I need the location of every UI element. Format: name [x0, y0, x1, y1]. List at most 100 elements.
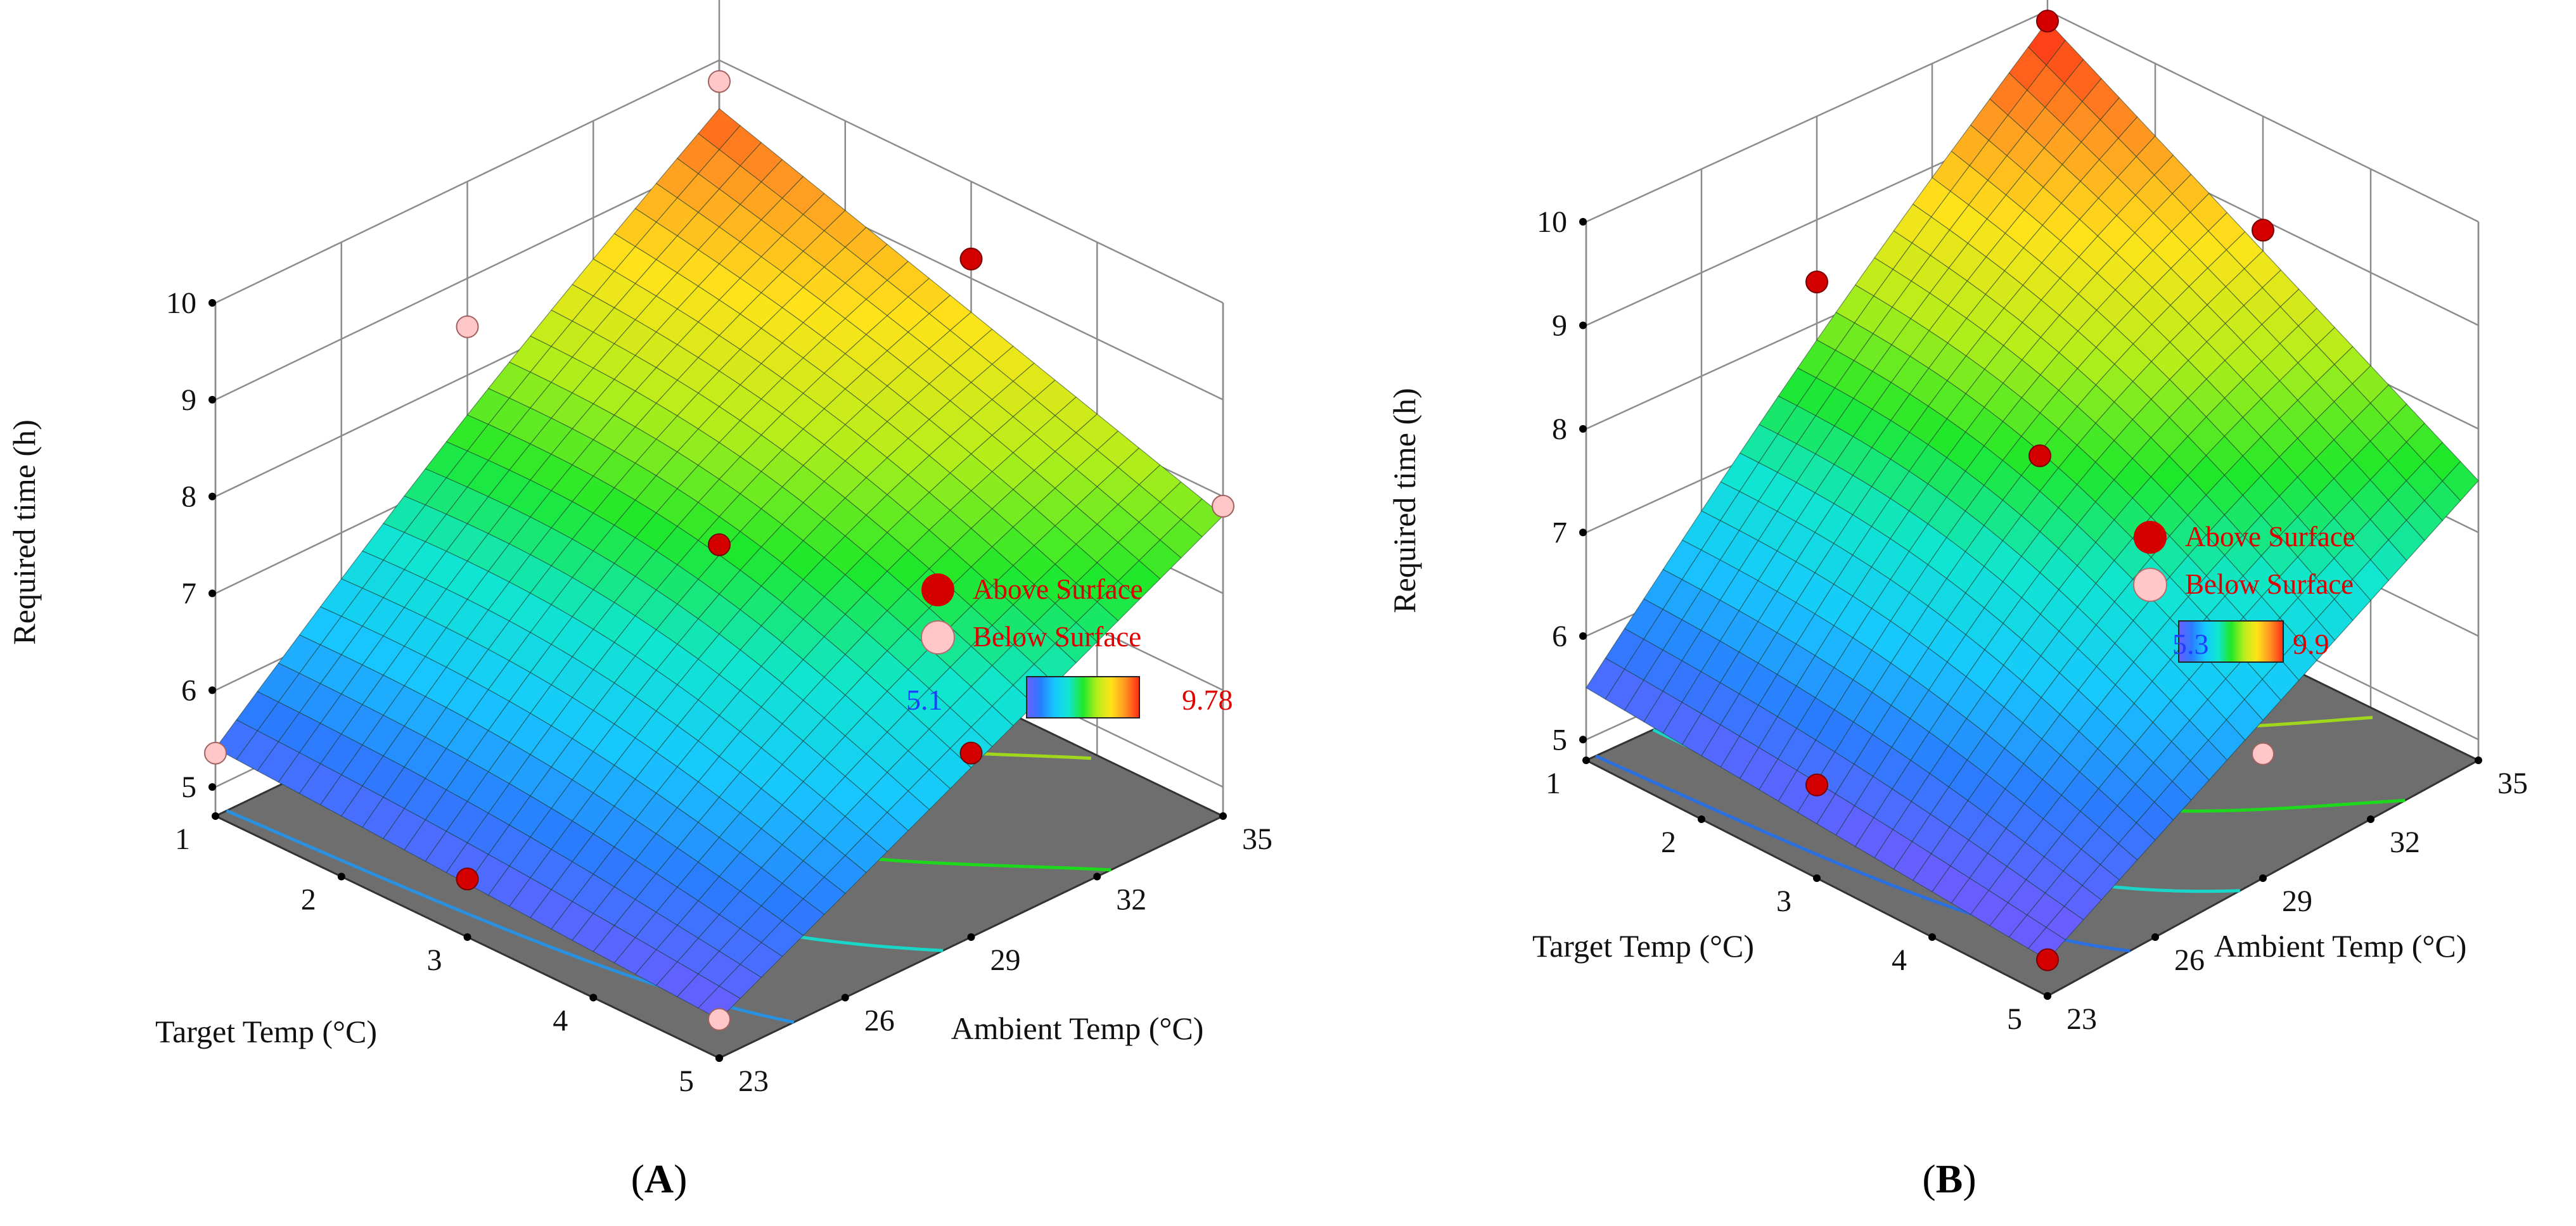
design-point-below	[456, 315, 479, 338]
z-tick-mark	[1579, 425, 1587, 433]
z-tick-mark	[208, 589, 216, 597]
design-points	[1805, 10, 2274, 971]
design-point-above	[1805, 773, 1828, 796]
z-tick-label: 8	[1552, 412, 1567, 446]
y-tick-label: 5	[679, 1064, 694, 1098]
z-tick-mark	[208, 492, 216, 501]
design-point-above	[456, 867, 479, 891]
z-tick-label: 9	[1552, 309, 1567, 342]
design-point-above	[2252, 219, 2274, 242]
x-tick-mark	[967, 933, 975, 941]
x-tick-label: 32	[2390, 826, 2420, 859]
z-tick-mark	[1579, 218, 1587, 226]
z-tick-mark	[1579, 528, 1587, 537]
x-tick-mark	[1219, 812, 1227, 820]
legend-below-label: Below Surface	[973, 621, 1141, 653]
x-tick-mark	[1093, 872, 1101, 881]
panel-label: (A)	[631, 1156, 688, 1201]
y-tick-label: 5	[2007, 1002, 2022, 1036]
colorbar-min-label: 5.1	[906, 684, 943, 716]
x-tick-mark	[2367, 815, 2374, 823]
response-surface	[215, 108, 1224, 1020]
colorbar	[2178, 620, 2284, 663]
z-tick-label: 10	[166, 286, 196, 320]
y-tick-mark	[589, 993, 598, 1002]
z-tick-label: 7	[1552, 516, 1567, 549]
legend-above-marker	[2134, 521, 2167, 554]
x-tick-label: 35	[2497, 767, 2528, 800]
response-surface	[1586, 20, 2479, 961]
legend: Above Surface Below Surface	[2133, 521, 2355, 602]
design-point-above	[1805, 271, 1828, 293]
x-tick-label: 29	[2282, 884, 2312, 918]
colorbar	[1026, 676, 1140, 718]
legend: Above Surface Below Surface	[921, 573, 1143, 655]
x-tick-mark	[841, 993, 849, 1002]
x-tick-label: 35	[1242, 822, 1272, 856]
x-tick-label: 29	[990, 943, 1021, 977]
colorbar-min-label: 5.3	[2172, 628, 2209, 660]
x-tick-label: 26	[2174, 943, 2205, 977]
design-point-below	[708, 1007, 731, 1031]
z-tick-label: 5	[1552, 723, 1567, 757]
y-tick-mark	[337, 872, 345, 881]
z-tick-label: 6	[1552, 620, 1567, 653]
x-tick-mark	[2259, 874, 2267, 882]
x-tick-label: 26	[864, 1004, 895, 1038]
z-tick-label: 10	[1537, 205, 1567, 239]
legend-below-label: Below Surface	[2185, 568, 2354, 600]
y-tick-mark	[1698, 815, 1705, 823]
design-point-above	[2028, 444, 2051, 468]
y-tick-mark	[1813, 874, 1821, 882]
legend-below-marker	[921, 620, 955, 655]
design-point-above	[2036, 948, 2059, 971]
y-tick-label: 4	[553, 1004, 568, 1038]
x-tick-mark	[715, 1054, 723, 1062]
legend-below-marker	[2133, 568, 2167, 602]
legend-above-marker	[921, 573, 954, 606]
y-tick-label: 1	[175, 822, 190, 856]
z-tick-label: 7	[181, 577, 196, 610]
y-tick-label: 2	[1661, 826, 1676, 859]
design-points	[204, 70, 1234, 1031]
design-point-above	[708, 533, 731, 556]
z-axis-title: Required time (h)	[1387, 388, 1422, 613]
z-tick-label: 9	[181, 383, 196, 417]
design-point-above	[2036, 10, 2059, 33]
y-tick-label: 2	[301, 883, 316, 917]
y-tick-label: 3	[1776, 884, 1791, 918]
design-point-below	[708, 70, 731, 93]
x-axis-title: Ambient Temp (°C)	[951, 1011, 1204, 1046]
x-tick-mark	[2151, 933, 2159, 941]
x-tick-mark	[2475, 757, 2482, 764]
z-tick-mark	[208, 686, 216, 694]
z-tick-mark	[1579, 736, 1587, 744]
z-tick-mark	[208, 395, 216, 404]
y-tick-mark	[212, 812, 219, 820]
x-axis-title: Ambient Temp (°C)	[2214, 928, 2467, 964]
colorbar-max-label: 9.78	[1182, 684, 1233, 716]
legend-above-label: Above Surface	[973, 573, 1143, 605]
x-tick-label: 32	[1116, 883, 1146, 917]
y-tick-mark	[1582, 757, 1590, 764]
design-point-below	[2252, 742, 2274, 765]
z-tick-label: 5	[181, 770, 196, 804]
z-tick-label: 6	[181, 674, 196, 707]
panel-label: (B)	[1922, 1156, 1976, 1201]
y-tick-mark	[463, 933, 471, 941]
x-tick-label: 23	[738, 1064, 769, 1098]
y-tick-label: 3	[427, 943, 442, 977]
y-axis-title: Target Temp (°C)	[1532, 928, 1754, 964]
y-tick-label: 1	[1546, 767, 1561, 800]
z-tick-label: 8	[181, 480, 196, 514]
design-point-above	[959, 247, 983, 271]
y-tick-mark	[1928, 933, 1936, 941]
x-tick-label: 23	[2067, 1002, 2097, 1036]
design-point-below	[204, 741, 227, 765]
x-tick-mark	[2044, 992, 2051, 1000]
z-tick-mark	[1579, 632, 1587, 640]
